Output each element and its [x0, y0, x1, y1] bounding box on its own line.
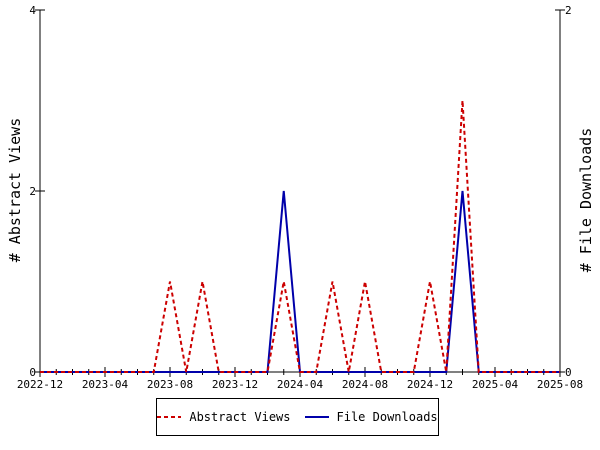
legend-swatch-file-downloads [304, 416, 329, 418]
legend: Abstract Views File Downloads [156, 398, 439, 436]
legend-swatch-abstract-views [157, 416, 182, 418]
series-layer [40, 100, 560, 373]
y-tick-label: 2 [29, 185, 36, 198]
x-tick-label: 2023-08 [147, 378, 193, 391]
y-tick-label: 4 [29, 4, 36, 17]
y2-tick-label: 0 [565, 366, 572, 379]
x-tick-label: 2025-08 [537, 378, 583, 391]
series-line-abstract-views [40, 100, 560, 373]
x-tick-label: 2023-12 [212, 378, 258, 391]
axes [39, 10, 561, 373]
x-axis-ticks: 2022-12 2023-04 2023-08 2023-12 2024-04 2024-… [17, 367, 583, 391]
legend-item-file-downloads: File Downloads [304, 410, 438, 424]
x-tick-label: 2022-12 [17, 378, 63, 391]
x-tick-label: 2024-08 [342, 378, 388, 391]
y-tick-label: 0 [29, 366, 36, 379]
legend-label-abstract-views: Abstract Views [189, 410, 291, 424]
y2-tick-label: 2 [565, 4, 572, 17]
legend-item-abstract-views: Abstract Views [157, 410, 291, 424]
x-tick-label: 2025-04 [472, 378, 519, 391]
legend-label-file-downloads: File Downloads [336, 410, 438, 424]
y-axis-title: # Abstract Views [6, 118, 24, 263]
y2-axis-title: # File Downloads [577, 128, 595, 273]
y-axis-ticks: 0 2 4 0 2 [29, 4, 571, 379]
x-tick-label: 2024-12 [407, 378, 453, 391]
series-line-file-downloads [40, 190, 560, 373]
x-tick-label: 2023-04 [82, 378, 129, 391]
x-tick-label: 2024-04 [277, 378, 324, 391]
